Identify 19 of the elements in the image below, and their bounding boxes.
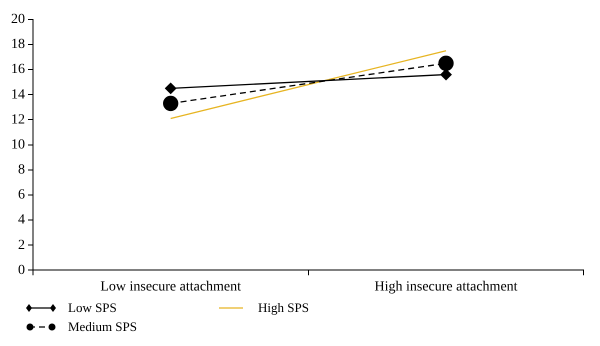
x-tick-label: Low insecure attachment	[100, 279, 242, 294]
y-tick-label: 12	[11, 112, 25, 128]
y-tick-label: 2	[18, 238, 25, 253]
y-tick-label: 14	[11, 87, 25, 102]
y-tick-label: 8	[18, 162, 25, 178]
legend-label: High SPS	[258, 300, 309, 316]
y-tick-label: 16	[11, 62, 25, 78]
point	[438, 56, 454, 71]
y-tick-label: 4	[18, 212, 25, 228]
y-tick-label: 18	[11, 37, 25, 52]
point	[163, 96, 178, 112]
y-tick-label: 0	[18, 262, 25, 278]
legend-label: Low SPS	[68, 300, 117, 316]
y-tick-label: 6	[18, 188, 25, 203]
y-tick-label: 20	[11, 12, 25, 28]
legend-label: Medium SPS	[68, 318, 137, 334]
x-tick-label: High insecure attachment	[374, 279, 518, 294]
point	[165, 82, 176, 94]
y-tick-label: 10	[11, 137, 25, 152]
